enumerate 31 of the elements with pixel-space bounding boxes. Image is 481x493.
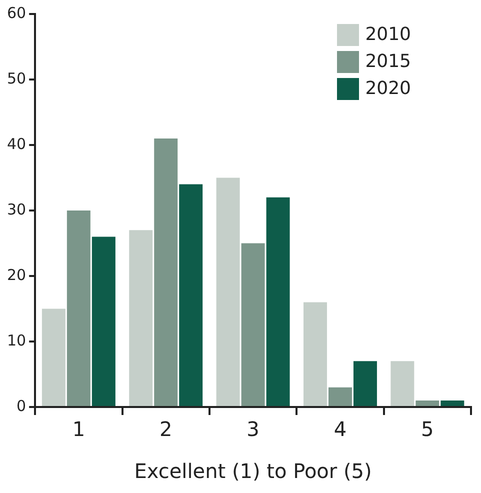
y-tick-label: 40 — [6, 134, 26, 153]
bar — [353, 361, 377, 406]
bar — [66, 210, 90, 406]
x-tick-label: 5 — [421, 417, 434, 442]
y-tick-label: 60 — [6, 4, 26, 22]
legend-label: 2015 — [365, 51, 411, 73]
y-tick-label: 20 — [6, 266, 26, 284]
bar — [416, 400, 440, 406]
bar — [129, 230, 153, 406]
y-tick-label: 0 — [16, 396, 26, 415]
bar — [216, 178, 240, 406]
y-tick-label: 50 — [6, 69, 26, 88]
bar — [440, 400, 464, 406]
x-tick-label: 1 — [72, 417, 86, 442]
bar — [390, 361, 414, 406]
bar — [179, 184, 203, 406]
x-axis-title: Excellent (1) to Poor (5) — [134, 459, 372, 484]
bar — [92, 236, 116, 406]
bar — [303, 302, 327, 406]
y-tick-label: 10 — [6, 331, 26, 350]
bar — [328, 387, 352, 406]
bar — [266, 197, 290, 406]
legend-label: 2020 — [365, 78, 411, 100]
bar — [154, 138, 178, 406]
x-tick-label: 3 — [246, 417, 260, 442]
bar — [42, 308, 66, 406]
bar — [241, 243, 265, 406]
x-tick-label: 2 — [159, 417, 172, 442]
x-tick-label: 4 — [334, 417, 347, 442]
y-tick-label: 30 — [6, 200, 26, 218]
legend-label: 2010 — [365, 24, 411, 46]
